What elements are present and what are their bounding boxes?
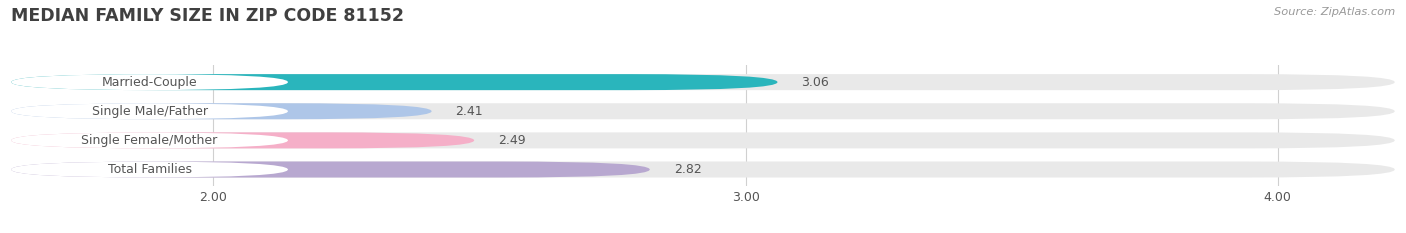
FancyBboxPatch shape xyxy=(11,132,1395,148)
FancyBboxPatch shape xyxy=(11,103,288,119)
Text: 2.49: 2.49 xyxy=(498,134,526,147)
FancyBboxPatch shape xyxy=(11,74,1395,90)
Text: 2.41: 2.41 xyxy=(456,105,484,118)
FancyBboxPatch shape xyxy=(11,74,778,90)
FancyBboxPatch shape xyxy=(11,161,650,178)
Text: Single Female/Mother: Single Female/Mother xyxy=(82,134,218,147)
FancyBboxPatch shape xyxy=(11,103,432,119)
FancyBboxPatch shape xyxy=(11,132,474,148)
Text: 3.06: 3.06 xyxy=(801,76,830,89)
FancyBboxPatch shape xyxy=(11,103,1395,119)
FancyBboxPatch shape xyxy=(11,74,288,90)
Text: Total Families: Total Families xyxy=(108,163,191,176)
FancyBboxPatch shape xyxy=(11,132,288,148)
Text: MEDIAN FAMILY SIZE IN ZIP CODE 81152: MEDIAN FAMILY SIZE IN ZIP CODE 81152 xyxy=(11,7,405,25)
FancyBboxPatch shape xyxy=(11,161,1395,178)
Text: Single Male/Father: Single Male/Father xyxy=(91,105,208,118)
FancyBboxPatch shape xyxy=(11,161,288,178)
Text: Source: ZipAtlas.com: Source: ZipAtlas.com xyxy=(1274,7,1395,17)
Text: 2.82: 2.82 xyxy=(673,163,702,176)
Text: Married-Couple: Married-Couple xyxy=(101,76,197,89)
